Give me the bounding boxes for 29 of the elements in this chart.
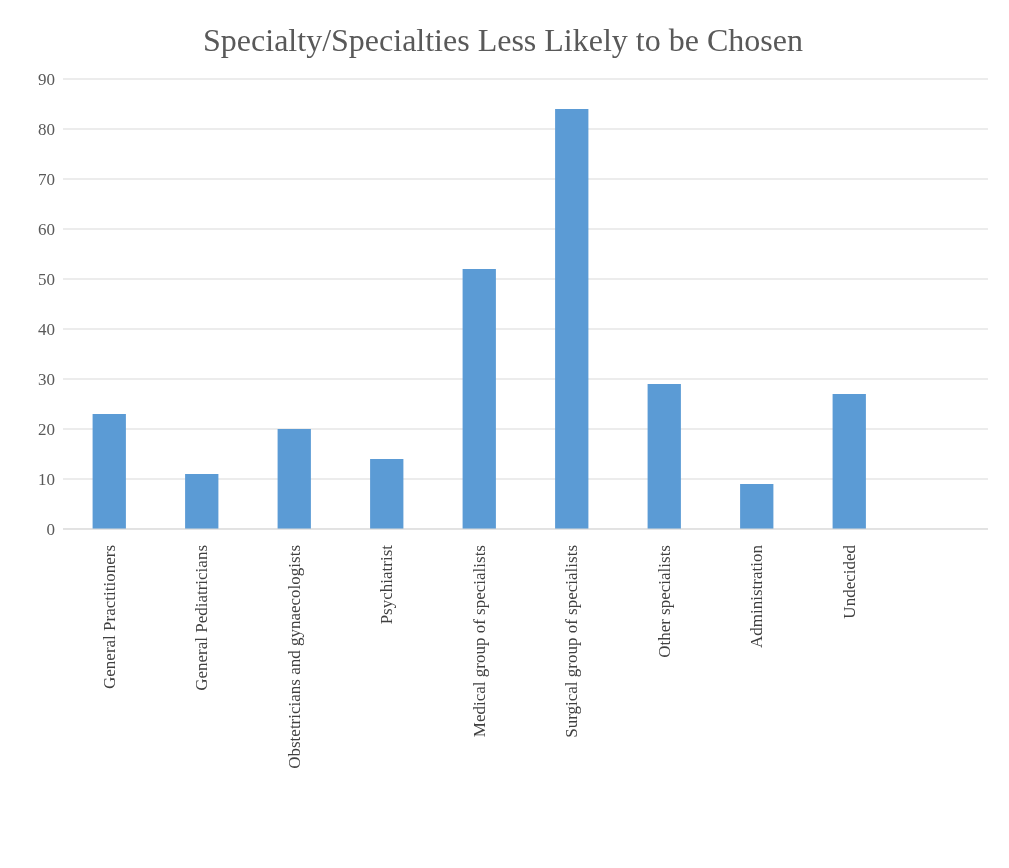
bar (832, 394, 866, 529)
bar (740, 484, 774, 529)
y-tick-label: 90 (38, 70, 55, 90)
bar (92, 414, 126, 529)
x-tick-label: Surgical group of specialists (562, 545, 582, 738)
bar (647, 384, 681, 529)
y-tick-label: 0 (46, 520, 55, 540)
x-tick-label: Undecided (839, 544, 859, 619)
y-tick-label: 70 (38, 170, 55, 190)
y-tick-label: 20 (38, 420, 55, 440)
bar (370, 459, 404, 529)
y-tick-label: 80 (38, 120, 55, 140)
bar (462, 269, 496, 529)
x-tick-label: Other specialists (654, 545, 674, 658)
x-tick-label: General Practitioners (99, 545, 119, 689)
bar (277, 429, 311, 529)
y-tick-label: 60 (38, 220, 55, 240)
x-tick-label: Psychiatrist (377, 544, 397, 625)
bar (185, 474, 219, 529)
x-tick-label: Medical group of specialists (469, 545, 489, 738)
y-tick-label: 50 (38, 270, 55, 290)
bar (555, 109, 589, 529)
x-tick-label: General Pediatricians (192, 545, 212, 691)
y-tick-label: 30 (38, 370, 55, 390)
x-tick-label: Obstetricians and gynaecologists (284, 545, 304, 769)
x-tick-label: Administration (747, 544, 767, 648)
chart-title: Specialty/Specialties Less Likely to be Chosen (202, 21, 804, 60)
y-tick-label: 10 (38, 470, 55, 490)
y-tick-label: 40 (38, 320, 55, 340)
